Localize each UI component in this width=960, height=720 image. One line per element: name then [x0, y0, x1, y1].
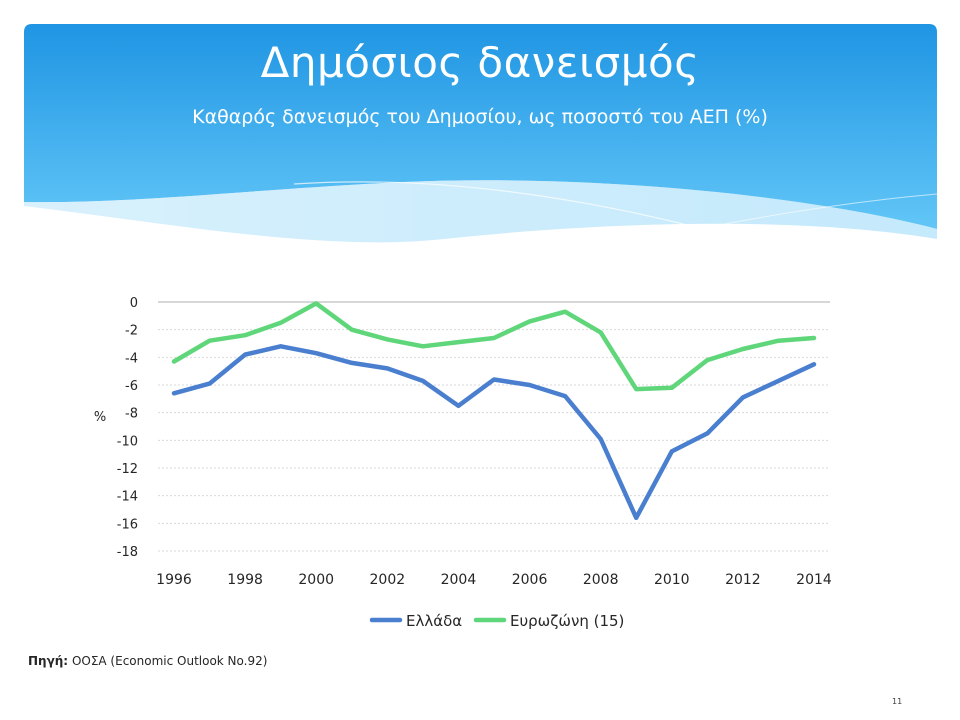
y-tick-label: -14 [117, 490, 138, 505]
x-tick-label: 2010 [654, 572, 690, 588]
y-tick-label: -2 [125, 324, 138, 339]
y-tick-label: -16 [117, 517, 138, 532]
series-line-1 [171, 301, 817, 392]
source-label: Πηγή: [28, 654, 69, 668]
x-tick-label: 1998 [227, 572, 263, 588]
x-tick-label: 2006 [512, 572, 548, 588]
legend: Ελλάδα Ευρωζώνη (15) [369, 612, 624, 630]
title-banner [24, 24, 937, 265]
x-tick-label: 2008 [583, 572, 619, 588]
x-tick-label: 2014 [796, 572, 832, 588]
y-axis-ticks: 0 -2 -4 -6 -8 -10 -12 -14 -16 -18 [117, 296, 138, 560]
series-lines [171, 301, 817, 521]
y-tick-label: -12 [117, 462, 138, 477]
x-tick-label: 2000 [298, 572, 334, 588]
series-line-0 [171, 344, 817, 521]
slide-subtitle: Καθαρός δανεισμός του Δημοσίου, ως ποσοσ… [192, 106, 768, 128]
y-tick-label: -18 [117, 545, 138, 560]
slide-title: Δημόσιος δανεισμός [260, 38, 700, 87]
y-tick-label: -10 [117, 434, 138, 449]
source-note: Πηγή: ΟΟΣΑ (Economic Outlook No.92) [28, 654, 267, 668]
page-number: 11 [892, 697, 903, 706]
y-tick-label: -8 [125, 407, 138, 422]
source-text: ΟΟΣΑ (Economic Outlook No.92) [71, 654, 268, 668]
legend-label: Ευρωζώνη (15) [510, 612, 624, 630]
x-tick-label: 2002 [370, 572, 406, 588]
y-tick-label: -6 [125, 379, 138, 394]
legend-label: Ελλάδα [406, 612, 462, 630]
y-axis-label: % [94, 410, 106, 425]
y-tick-label: 0 [130, 296, 138, 311]
x-tick-label: 2004 [441, 572, 477, 588]
x-tick-label: 1996 [156, 572, 192, 588]
x-tick-label: 2012 [725, 572, 761, 588]
x-axis-ticks: 1996 1998 2000 2002 2004 2006 2008 2010 2012 2014 [156, 572, 832, 588]
y-tick-label: -4 [125, 351, 138, 366]
